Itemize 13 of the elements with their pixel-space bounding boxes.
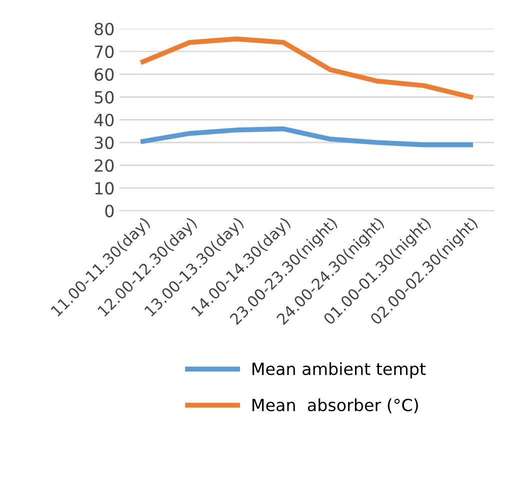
y-tick-label: 10: [95, 182, 114, 195]
y-tick-label: 30: [94, 136, 114, 150]
legend-label: Mean absorber (°C): [252, 398, 418, 414]
y-tick-label: 70: [94, 45, 114, 58]
y-tick-label: 0: [105, 204, 114, 218]
y-tick-label: 50: [94, 90, 114, 104]
y-tick-label: 60: [94, 68, 114, 81]
line-series: [140, 36, 474, 100]
line-series: [140, 126, 474, 148]
y-tick-label: 20: [94, 159, 114, 172]
y-tick-label: 80: [94, 22, 114, 36]
y-tick-label: 40: [94, 114, 114, 126]
legend-label: Mean ambient tempt: [252, 362, 426, 378]
